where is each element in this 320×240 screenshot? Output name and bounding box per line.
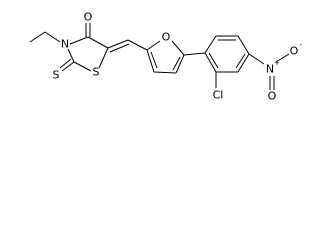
atom-label: O xyxy=(162,31,171,44)
bond xyxy=(183,52,206,56)
atom-label: O xyxy=(84,11,93,24)
bond xyxy=(150,51,158,69)
bond xyxy=(248,53,265,65)
bond xyxy=(109,43,130,53)
atom-label: N xyxy=(61,38,69,51)
bond xyxy=(208,52,219,69)
atom-label: Cl xyxy=(213,89,224,102)
bond xyxy=(171,40,185,56)
bond xyxy=(275,53,290,63)
molecule-diagram: O N S S O Cl N + O - O xyxy=(29,11,303,103)
bond xyxy=(73,61,92,72)
bond xyxy=(204,52,217,73)
bond xyxy=(146,49,155,73)
atom-label: O xyxy=(290,45,299,58)
bond xyxy=(67,48,75,63)
bond xyxy=(237,35,250,55)
atom-label: O xyxy=(268,90,277,103)
bond xyxy=(175,54,185,74)
bond xyxy=(69,36,89,45)
charge-label: - xyxy=(300,41,303,49)
charge-label: + xyxy=(274,59,280,67)
bond xyxy=(153,71,177,74)
bond xyxy=(107,39,129,49)
bond xyxy=(59,58,72,69)
bond xyxy=(61,61,75,72)
atom-label: N xyxy=(266,63,274,76)
bond xyxy=(29,31,46,43)
bond xyxy=(204,35,217,54)
bond xyxy=(127,39,148,51)
bond xyxy=(172,56,181,71)
bond xyxy=(146,40,161,51)
bonds xyxy=(29,23,290,90)
bond xyxy=(98,47,109,69)
bond xyxy=(87,36,109,49)
atom-label: S xyxy=(93,66,100,79)
bond xyxy=(44,31,61,43)
atom-label: S xyxy=(53,69,60,82)
bond xyxy=(235,53,246,69)
bond xyxy=(237,53,250,73)
